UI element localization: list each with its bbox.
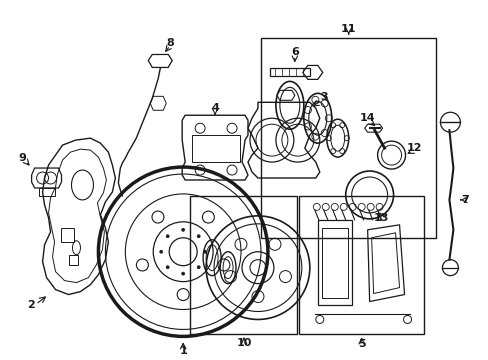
Circle shape	[160, 250, 163, 253]
Text: 5: 5	[357, 339, 365, 349]
Circle shape	[166, 266, 169, 269]
Text: 4: 4	[211, 103, 219, 113]
Circle shape	[182, 272, 184, 275]
Text: 10: 10	[236, 338, 251, 348]
Text: 7: 7	[461, 195, 468, 205]
Bar	[190, 196, 296, 334]
Text: 1: 1	[179, 346, 187, 356]
Circle shape	[197, 235, 200, 238]
Text: 14: 14	[359, 113, 375, 123]
Text: 11: 11	[340, 24, 356, 33]
Text: 3: 3	[319, 92, 327, 102]
Bar	[261, 37, 436, 238]
Text: 13: 13	[373, 213, 388, 223]
Bar	[298, 196, 424, 334]
Circle shape	[203, 250, 206, 253]
Text: 9: 9	[19, 153, 26, 163]
Text: 2: 2	[27, 300, 35, 310]
Circle shape	[166, 235, 169, 238]
Circle shape	[182, 228, 184, 231]
Text: 6: 6	[290, 48, 298, 58]
Text: 8: 8	[166, 37, 174, 48]
Circle shape	[197, 266, 200, 269]
Text: 12: 12	[406, 143, 422, 153]
